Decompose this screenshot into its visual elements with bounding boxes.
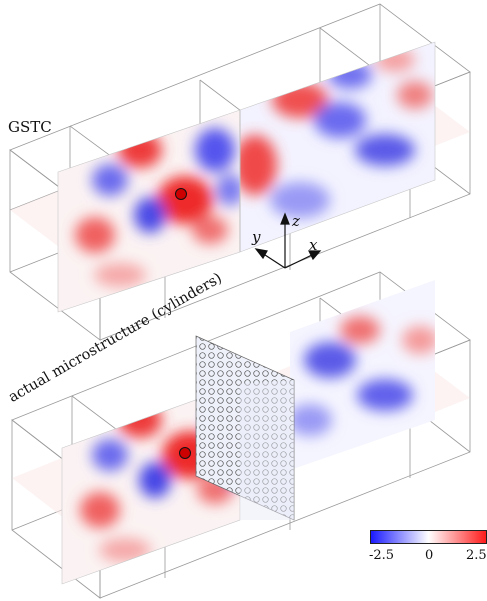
gstc-label: GSTC bbox=[8, 118, 52, 136]
axis-z-label: z bbox=[292, 212, 300, 230]
bottom-panel bbox=[11, 271, 471, 599]
top-panel bbox=[9, 3, 471, 341]
cylinder-array bbox=[195, 335, 295, 521]
colorbar bbox=[370, 530, 487, 544]
colorbar-min-label: -2.5 bbox=[369, 548, 395, 563]
bottom-field-right bbox=[290, 280, 435, 470]
bottom-scatterer bbox=[179, 447, 191, 459]
colorbar-mid-label: 0 bbox=[425, 548, 434, 563]
top-field-right bbox=[240, 42, 435, 252]
axes-triad bbox=[254, 212, 322, 269]
axis-x-label: x bbox=[309, 236, 318, 254]
axis-y-label: y bbox=[252, 228, 261, 246]
top-scatterer bbox=[175, 188, 187, 200]
colorbar-max-label: 2.5 bbox=[466, 548, 487, 563]
